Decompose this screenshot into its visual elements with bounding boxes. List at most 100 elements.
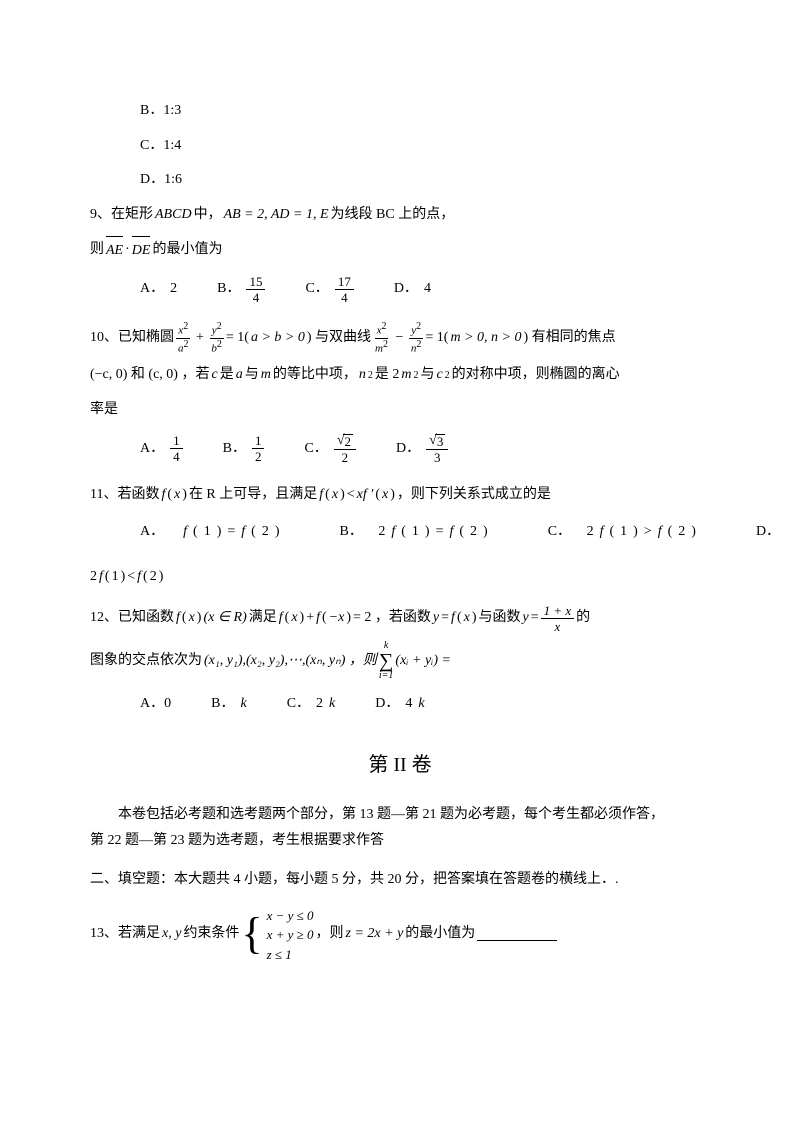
q10-d-label: D． [396,436,420,463]
q11-c-gt: > [644,519,652,546]
q12-sum: k∑i=1 [379,641,394,681]
q10-c-frac: 22 [334,433,356,464]
q10-c-den: 2 [339,450,352,464]
q9-a-val: 2 [170,276,177,303]
q8-b-text: B．1:3 [140,98,181,125]
q12-frac: 1 + xx [541,604,575,633]
q12-f2: f [279,605,283,632]
q11-options-row1: A． f(1) = f(2) B． 2f(1) = f(2) C． 2f(1) … [140,519,710,546]
q11-p2: ) [182,482,187,509]
q12-a-text: A．0 [140,691,171,718]
q10-cond1: a > b > 0 [251,325,305,352]
q8-d-text: D．1:6 [140,167,182,194]
q12-fd: x [552,619,564,633]
q12-c-label: C． [287,691,310,718]
q11-a-label: A． [140,519,164,546]
q13-answer-blank[interactable] [477,926,557,941]
q10-d-frac: 33 [426,433,448,464]
q10-f4: y2n2 [409,322,424,354]
q10-cond2: m > 0, n > 0 [450,325,521,352]
q10-t1: 10、已知椭圆 [90,325,174,352]
q10-cl2: ) 有相同的焦点 [523,325,615,352]
q10-and2: 与 [420,362,434,389]
q10-m: m [261,362,271,389]
q12-opt-a: A．0 [140,691,171,718]
q9-c-label: C． [305,276,328,303]
q12-opt-b: B．k [211,691,247,718]
q13-c1: x − y ≤ 0 [267,906,314,926]
q12-of: 的 [576,605,590,632]
q12-t3: 图象的交点依次为 [90,648,202,675]
q11-c-2b: 2 [678,519,685,546]
q11-opt-c: C． 2f(1) > f(2) [548,519,696,546]
q12-y1: y [433,605,439,632]
q12-fn: 1 + x [541,604,575,619]
q10-stem-line2: (−c, 0) 和 (c, 0) ，若 c 是 a 与 m 的等比中项， n2 … [90,362,710,389]
q12-eqf1: = [441,605,449,632]
q12-stem-line2: 图象的交点依次为 (x₁, y₁),(x₂, y₂),⋯,(xₙ, yₙ) ，则… [90,641,710,681]
q9-t4: 则 [90,237,104,264]
part2-title: 第 II 卷 [90,746,710,784]
q11-b-eq: = [436,519,444,546]
q11-p6: ) [390,482,395,509]
q13-stem: 13、若满足 x, y 约束条件 { x − y ≤ 0 x + y ≥ 0 z… [90,904,710,965]
q9-c-den: 4 [338,290,351,304]
q11-p3: ( [325,482,330,509]
q10-a-label: A． [140,436,164,463]
q11-x1: x [174,482,180,509]
q12-f4: f [451,605,455,632]
q10-b-den: 2 [252,449,265,463]
q9-c-frac: 174 [335,275,354,304]
q10-a-den: 4 [170,449,183,463]
q13-cases: { x − y ≤ 0 x + y ≥ 0 z ≤ 1 [241,904,313,965]
q9-stem-line1: 9、在矩形 ABCD 中， AB = 2, AD = 1, E 为线段 BC 上… [90,202,710,229]
q12-options: A．0 B．k C．2k D．4k [140,691,710,718]
q10-opt-b: B．12 [223,434,265,463]
q9-d-label: D． [394,276,418,303]
q11-b-1: 1 [412,519,419,546]
q10-n2: n [359,362,366,389]
brace-icon: { [241,912,262,956]
q10-stem-line3: 率是 [90,397,710,424]
q9-opt-b: B．154 [217,275,265,304]
q11-d-fl: f [99,564,103,591]
q13-t2: 约束条件 [183,921,239,948]
q10-and1: 与 [245,362,259,389]
q11-b-label: B． [340,519,363,546]
q11-t2: 在 R 上可导，且满足 [189,482,317,509]
q12-pts: (x₁, y₁),(x₂, y₂),⋯,(xₙ, yₙ) ，则 [204,648,377,675]
q12-x1: x [189,605,195,632]
q9-t3: 为线段 BC 上的点， [331,202,455,229]
q12-t2: 满足 [249,605,277,632]
q13-t1: 13、若满足 [90,921,160,948]
q10-f1: x2a2 [176,322,191,354]
q8-option-b: B．1:3 [140,98,710,125]
q13-t4: 的最小值为 [405,921,475,948]
q11-b-2b: 2 [470,519,477,546]
q13-t3: ，则 [316,921,344,948]
q12-opt-d: D．4k [375,691,424,718]
q11-d-2b: 2 [150,564,157,591]
q10-options: A．14 B．12 C．22 D．33 [140,433,710,464]
q10-opt-d: D．33 [396,433,448,464]
q12-eqf2: = [531,605,539,632]
q12-x3: x [464,605,470,632]
q10-a-num: 1 [170,434,183,449]
q11-d-2: 2 [90,564,97,591]
q10-cl1: ) 与双曲线 [307,325,371,352]
part2-intro2: 第 22 题—第 23 题为选考题，考生根据要求作答 [90,828,710,855]
q11-d-1: 1 [112,564,119,591]
q11-b-2: 2 [378,519,385,546]
q10-n2-sup: 2 [368,366,373,385]
q9-vec-ae: AE [106,236,123,265]
q12-d-k: k [418,691,424,718]
q9-b-num: 15 [246,275,265,290]
q9-stem-line2: 则 AE · DE 的最小值为 [90,236,710,265]
q10-c: c [211,362,217,389]
q10-a: a [236,362,243,389]
q10-t7: 率是 [90,397,118,424]
q9-t5: 的最小值为 [152,237,222,264]
q11-f1: f [161,482,165,509]
q10-m2: m [401,362,411,389]
q13-c2: x + y ≥ 0 [267,925,314,945]
